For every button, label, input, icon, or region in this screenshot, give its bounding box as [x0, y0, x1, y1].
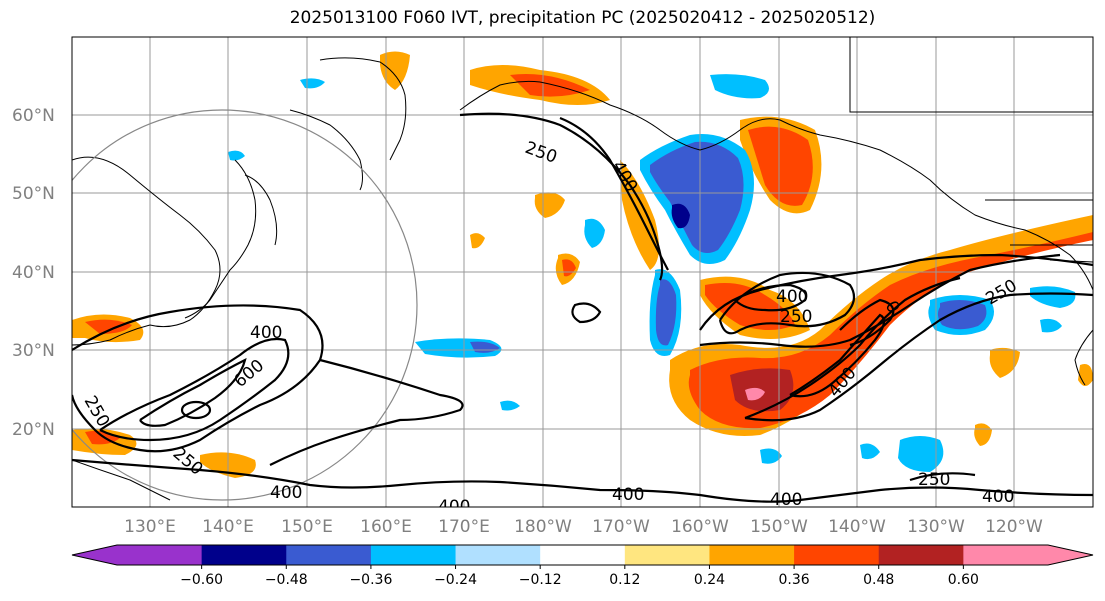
- lat-label-60: 60°N: [12, 106, 55, 126]
- colorbar-segment: [624, 545, 710, 565]
- contour-label-400-f: 400: [612, 485, 644, 505]
- lat-label-20: 20°N: [12, 420, 55, 440]
- colorbar-tick-label: 0.24: [694, 572, 725, 588]
- lon-label-170w: 170°W: [592, 517, 650, 537]
- colorbar-tick-label: −0.60: [180, 572, 223, 588]
- precip-positive-shading: [72, 51, 1093, 478]
- contour-label-250-d: 250: [780, 307, 812, 327]
- lon-label-150w: 150°W: [750, 517, 808, 537]
- longitude-labels: 130°E 140°E 150°E 160°E 170°E 180°W 170°…: [124, 517, 1043, 537]
- colorbar-segment: [117, 545, 203, 565]
- figure-title: 2025013100 F060 IVT, precipitation PC (2…: [289, 8, 876, 28]
- lat-label-40: 40°N: [12, 263, 55, 283]
- colorbar-tick-label: −0.36: [349, 572, 392, 588]
- coastlines: [72, 57, 1093, 501]
- national-borders: [849, 37, 1093, 263]
- colorbar-tick-label: 0.36: [779, 572, 810, 588]
- colorbar-segment: [540, 545, 626, 565]
- colorbar-segment: [878, 545, 964, 565]
- latitude-labels: 60°N 50°N 40°N 30°N 20°N: [12, 106, 55, 440]
- colorbar-segment: [794, 545, 880, 565]
- lon-label-130e: 130°E: [124, 517, 176, 537]
- colorbar-outline: [71, 544, 1094, 566]
- contour-label-400-c: 400: [270, 483, 302, 503]
- lon-label-160w: 160°W: [671, 517, 729, 537]
- colorbar-tick-label: 0.48: [863, 572, 894, 588]
- colorbar-tick-label: −0.24: [434, 572, 477, 588]
- contour-label-400-d: 400: [776, 287, 808, 307]
- colorbar-segment: [709, 545, 795, 565]
- precip-negative-shading: [228, 74, 1076, 472]
- lon-label-150e: 150°E: [281, 517, 333, 537]
- contour-label-250-e: 250: [918, 470, 950, 490]
- contour-label-400-b: 400: [250, 323, 282, 343]
- map-frame: [71, 36, 1094, 508]
- map-content: 250 400 400 250 400 600 250 250 400 250 …: [72, 37, 1093, 517]
- colorbar-segment: [201, 545, 287, 565]
- colorbar-extend-low: [72, 545, 117, 565]
- contour-label-400-e: 400: [438, 497, 470, 517]
- colorbar-tick-label: 0.60: [948, 572, 979, 588]
- lon-label-140w: 140°W: [828, 517, 886, 537]
- contour-label-400-h: 400: [982, 487, 1014, 507]
- lon-label-120w: 120°W: [985, 517, 1043, 537]
- ivt-contours: [72, 112, 1093, 503]
- colorbar: −0.60 −0.48 −0.36 −0.24 −0.12 0.12 0.24 0.36 0.4…: [71, 544, 1094, 588]
- lon-label-160e: 160°E: [360, 517, 412, 537]
- colorbar-tick-label: 0.12: [609, 572, 640, 588]
- lon-label-130w: 130°W: [907, 517, 965, 537]
- colorbar-segment: [963, 545, 1049, 565]
- colorbar-segment: [455, 545, 541, 565]
- colorbar-segment: [286, 545, 372, 565]
- colorbar-tick-label: −0.12: [519, 572, 562, 588]
- lon-label-170e: 170°E: [438, 517, 490, 537]
- colorbar-segment: [370, 545, 457, 565]
- colorbar-extend-high: [1048, 545, 1093, 565]
- lon-label-180w: 180°W: [514, 517, 572, 537]
- contour-label-400-g: 400: [770, 490, 802, 510]
- lat-label-50: 50°N: [12, 184, 55, 204]
- lon-label-140e: 140°E: [202, 517, 254, 537]
- graticule: [72, 37, 1093, 507]
- range-circle: [72, 109, 418, 501]
- colorbar-tick-label: −0.48: [265, 572, 308, 588]
- lat-label-30: 30°N: [12, 341, 55, 361]
